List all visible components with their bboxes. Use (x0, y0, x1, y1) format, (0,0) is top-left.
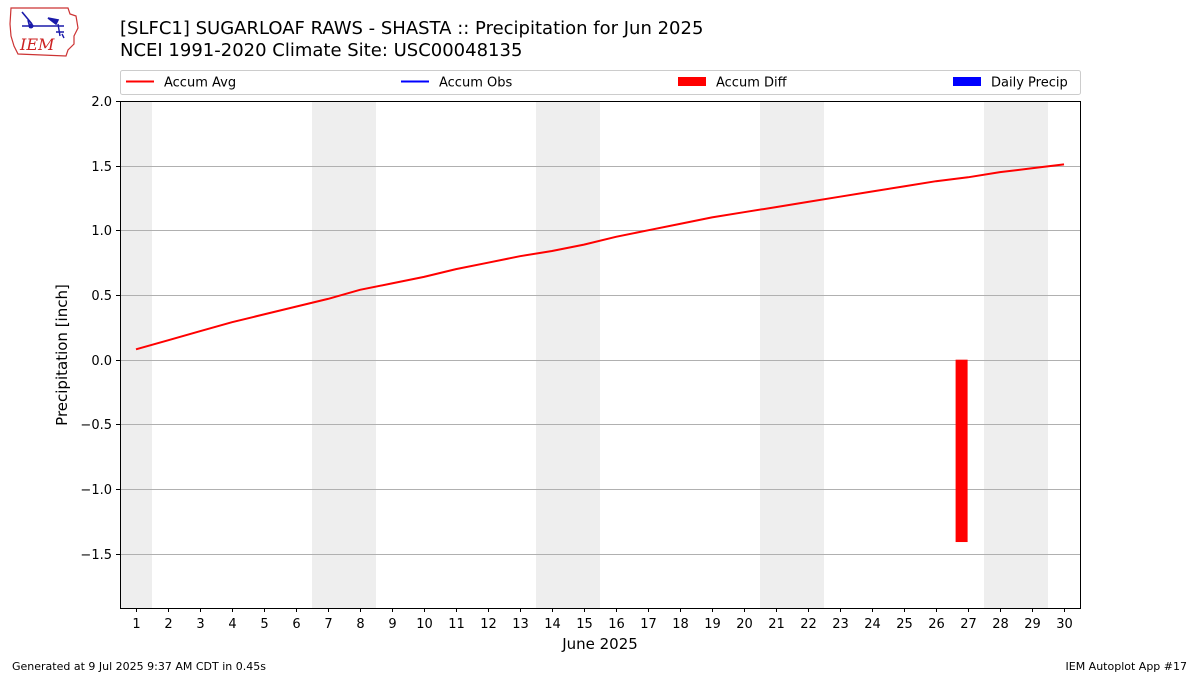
legend-label: Accum Diff (716, 76, 788, 91)
y-tick-label: 1.0 (91, 224, 112, 239)
x-tick-label: 12 (480, 617, 497, 632)
weekend-band (760, 101, 824, 608)
x-tick-label: 1 (132, 617, 140, 632)
generated-timestamp: Generated at 9 Jul 2025 9:37 AM CDT in 0… (12, 660, 266, 673)
x-tick-label: 7 (324, 617, 332, 632)
weekend-band (984, 101, 1048, 608)
x-tick-label: 24 (864, 617, 881, 632)
legend-swatch-bar (953, 77, 981, 86)
y-tick-label: −0.5 (80, 418, 112, 433)
x-tick-label: 22 (800, 617, 817, 632)
x-tick-label: 20 (736, 617, 753, 632)
accum-avg-line (135, 163, 1065, 351)
x-tick-label: 19 (704, 617, 721, 632)
weekend-band (536, 101, 600, 608)
y-tick-label: −1.0 (80, 483, 112, 498)
x-axis: 1 2 3 4 5 6 7 8 9 10 11 12 13 14 15 16 17 18 19 20 21 22 23 24 2… (132, 608, 1073, 632)
x-tick-label: 15 (576, 617, 593, 632)
y-tick-label: −1.5 (80, 548, 112, 563)
iem-logo-text: IEM (19, 35, 55, 54)
legend-label: Daily Precip (991, 76, 1068, 91)
app-id: IEM Autoplot App #17 (1065, 660, 1188, 673)
x-tick-label: 10 (416, 617, 433, 632)
legend: Accum Avg Accum Obs Accum Diff Daily Precip (120, 70, 1081, 95)
x-tick-label: 2 (164, 617, 172, 632)
x-tick-label: 3 (196, 617, 204, 632)
x-tick-label: 9 (388, 617, 396, 632)
x-tick-label: 26 (928, 617, 945, 632)
x-tick-label: 29 (1024, 617, 1041, 632)
x-axis-label: June 2025 (561, 635, 638, 653)
x-tick-label: 23 (832, 617, 849, 632)
accum-diff-bar (955, 359, 968, 543)
y-tick-label: 0.5 (91, 289, 112, 304)
x-tick-label: 30 (1056, 617, 1073, 632)
legend-swatch-bar (678, 77, 706, 86)
x-tick-label: 4 (228, 617, 236, 632)
plot-frame (120, 101, 1081, 609)
y-tick-label: 0.0 (91, 354, 112, 369)
legend-label: Accum Obs (439, 76, 512, 91)
chart-title: [SLFC1] SUGARLOAF RAWS - SHASTA :: Preci… (120, 18, 704, 39)
weekend-band (312, 101, 376, 608)
weekend-shading (120, 101, 1048, 608)
line-layer (135, 163, 1065, 351)
x-tick-label: 25 (896, 617, 913, 632)
legend-label: Accum Avg (164, 76, 236, 91)
x-tick-label: 28 (992, 617, 1009, 632)
x-tick-label: 8 (356, 617, 364, 632)
y-axis: −1.5 −1.0 −0.5 0.0 0.5 1.0 1.5 2.0 (80, 95, 120, 563)
x-tick-label: 13 (512, 617, 529, 632)
x-tick-label: 18 (672, 617, 689, 632)
x-tick-label: 11 (448, 617, 465, 632)
weekend-band (120, 101, 152, 608)
bar-layer (955, 359, 968, 543)
x-tick-label: 14 (544, 617, 561, 632)
x-tick-label: 6 (292, 617, 300, 632)
iem-logo: IEM (9, 7, 79, 57)
y-tick-label: 2.0 (91, 95, 112, 110)
x-tick-label: 5 (260, 617, 268, 632)
x-tick-label: 16 (608, 617, 625, 632)
y-axis-label: Precipitation [inch] (53, 284, 71, 426)
y-tick-label: 1.5 (91, 160, 112, 175)
x-tick-label: 27 (960, 617, 977, 632)
chart-subtitle: NCEI 1991-2020 Climate Site: USC00048135 (120, 40, 523, 61)
x-tick-label: 17 (640, 617, 657, 632)
x-tick-label: 21 (768, 617, 785, 632)
